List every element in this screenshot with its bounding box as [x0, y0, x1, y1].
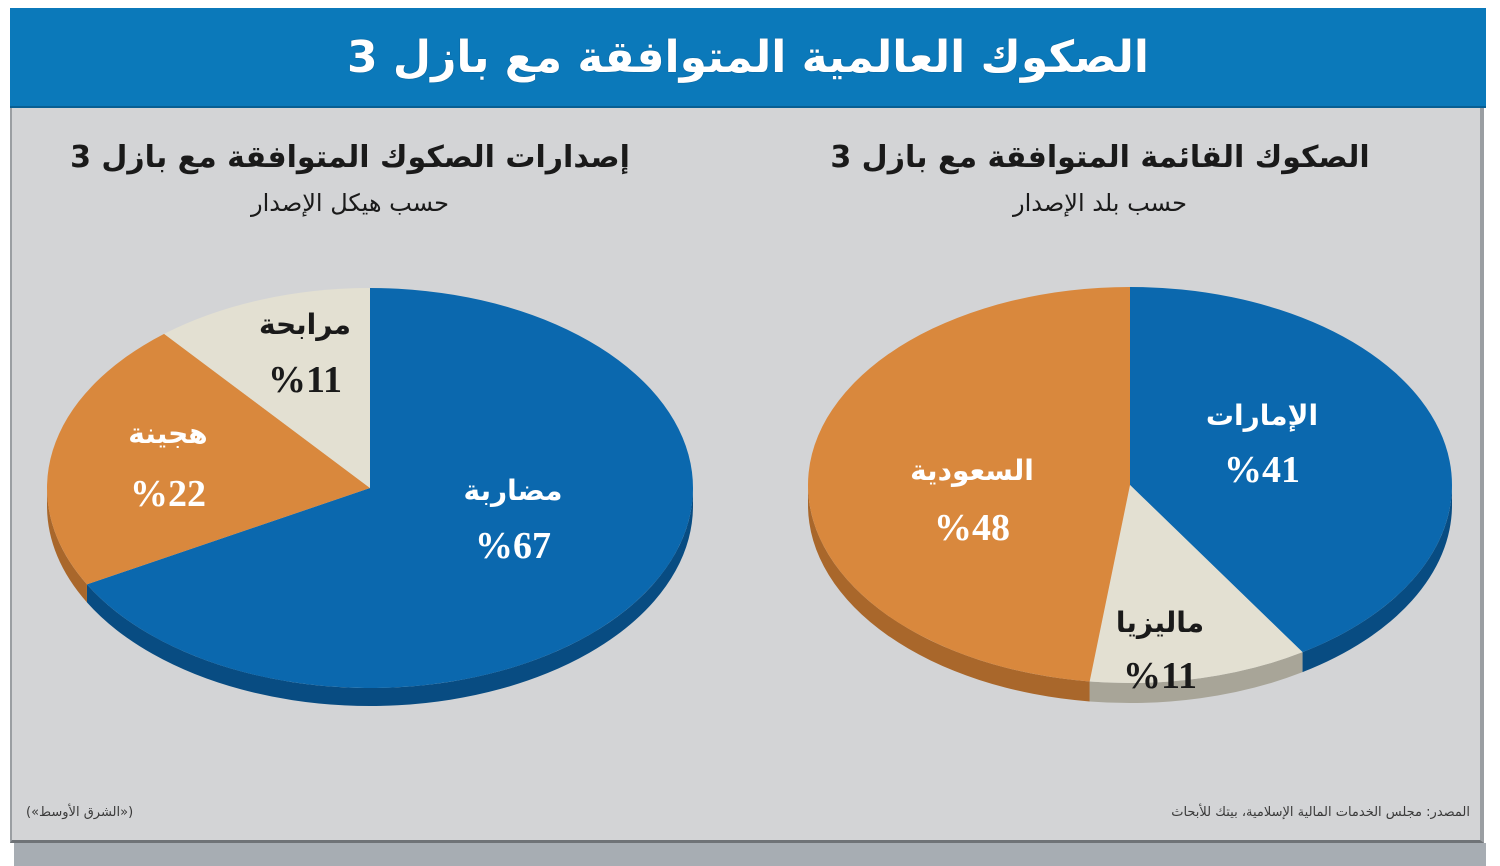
slice-label: السعودية: [910, 454, 1034, 487]
slice-label: ماليزيا: [1116, 606, 1204, 639]
pie-slice: [1130, 287, 1452, 653]
pie-slice: [86, 288, 693, 689]
left-chart-title: إصدارات الصكوك المتوافقة مع بازل 3: [70, 140, 630, 175]
right-chart-heading: الصكوك القائمة المتوافقة مع بازل 3 حسب ب…: [780, 140, 1420, 217]
panel-shadow: [14, 843, 1486, 866]
credit-note: («الشرق الأوسط»): [26, 805, 134, 820]
slice-value: %11: [1123, 655, 1197, 697]
right-chart-subtitle: حسب بلد الإصدار: [1013, 189, 1187, 217]
pie-slice: [47, 333, 371, 585]
slice-value: %11: [268, 359, 342, 401]
slice-value: %22: [130, 473, 206, 515]
slice-label: مضاربة: [463, 474, 562, 507]
slice-value: %67: [475, 525, 551, 567]
pie-slice: [808, 287, 1130, 682]
left-chart-heading: إصدارات الصكوك المتوافقة مع بازل 3 حسب ه…: [30, 140, 670, 217]
pie-slice-side: [1302, 485, 1452, 673]
header-banner: الصكوك العالمية المتوافقة مع بازل 3: [10, 8, 1486, 108]
slice-value: %41: [1224, 449, 1300, 491]
slice-label: هجينة: [128, 417, 207, 450]
slice-label: مرابحة: [259, 308, 351, 341]
pie-slice: [164, 288, 370, 488]
pie-slice-side: [1089, 652, 1303, 703]
pie-chart-by-country: الإمارات %41 ماليزيا %11 السعودية %48: [808, 287, 1452, 703]
slice-label: الإمارات: [1206, 399, 1318, 432]
right-chart-title: الصكوك القائمة المتوافقة مع بازل 3: [830, 140, 1370, 175]
pie-chart-by-structure: مضاربة %67 هجينة %22 مرابحة %11: [47, 288, 693, 706]
left-chart-subtitle: حسب هيكل الإصدار: [251, 189, 449, 217]
slice-value: %48: [934, 507, 1010, 549]
pie-slice-side: [808, 485, 1090, 702]
source-note: المصدر: مجلس الخدمات المالية الإسلامية، …: [1171, 805, 1470, 820]
pie-slice: [1089, 485, 1303, 683]
page-title: الصكوك العالمية المتوافقة مع بازل 3: [346, 31, 1150, 83]
pie-slice-side: [47, 488, 87, 603]
